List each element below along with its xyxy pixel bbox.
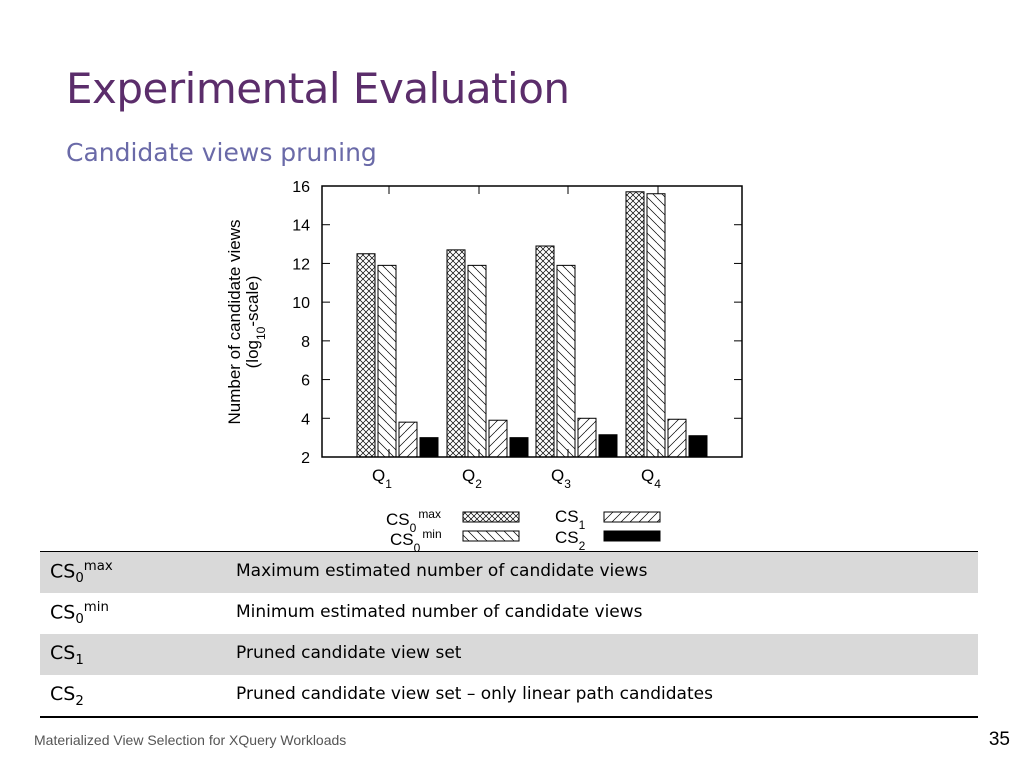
y-tick-label: 6 (301, 373, 310, 390)
y-tick-label: 16 (292, 179, 310, 196)
x-tick-label: Q2 (462, 466, 482, 491)
legend-label-CS0min: CS0min (390, 527, 442, 552)
slide-subtitle: Candidate views pruning (66, 138, 377, 167)
legend-swatch-CS0max (462, 511, 520, 523)
definition-symbol: CS2 (50, 682, 84, 709)
page-number: 35 (988, 729, 1010, 750)
definition-symbol: CS1 (50, 641, 84, 668)
plot-frame (321, 185, 743, 458)
y-axis-label: Number of candidate views (225, 219, 244, 424)
definition-row: CS0min Minimum estimated number of candid… (40, 593, 978, 634)
definition-row: CS1 Pruned candidate view set (40, 634, 978, 675)
candidate-views-chart: 2 4 6 8 10 12 14 16 Q1 Q2 Q3 Q4 Number of candidat… (225, 179, 743, 552)
bar-CS0max-q1 (356, 253, 376, 458)
y-tick-label: 4 (301, 411, 310, 428)
y-tick-label: 2 (301, 450, 310, 467)
slide-title: Experimental Evaluation (66, 64, 570, 113)
bar-CS2-q1 (419, 437, 439, 458)
x-tick-label: Q1 (372, 466, 392, 491)
bar-CS1-q2 (488, 419, 508, 458)
bar-CS0max-q2 (446, 249, 466, 458)
footer-text: Materialized View Selection for XQuery W… (34, 732, 347, 748)
legend-label-CS2: CS2 (555, 528, 586, 552)
legend-swatch-CS2 (603, 530, 661, 542)
definition-row: CS0max Maximum estimated number of candid… (40, 552, 978, 593)
definition-symbol: CS0min (50, 599, 109, 628)
legend-swatch-CS0min (462, 530, 520, 542)
table-bottom-rule (40, 716, 978, 718)
y-tick-label: 8 (301, 334, 310, 351)
bar-CS2-q3 (598, 434, 618, 458)
bar-CS1-q1 (398, 421, 418, 458)
y-axis-label-scale: (log10-scale) (243, 276, 268, 369)
bar-CS0max-q4 (625, 191, 645, 458)
definition-symbol: CS0max (50, 558, 113, 587)
bar-CS0max-q3 (535, 245, 555, 458)
definition-description: Pruned candidate view set – only linear … (236, 683, 713, 704)
bar-CS0min-q2 (467, 264, 487, 458)
definitions-table: CS0max Maximum estimated number of candid… (40, 552, 978, 716)
bar-CS0min-q4 (646, 193, 666, 458)
y-tick-label: 10 (292, 295, 310, 312)
legend-label-CS1: CS1 (555, 507, 586, 532)
y-tick-label: 14 (292, 218, 310, 235)
definition-description: Maximum estimated number of candidate vi… (236, 560, 648, 581)
definition-description: Minimum estimated number of candidate vi… (236, 601, 643, 622)
y-tick-label: 12 (292, 256, 310, 273)
legend-label-CS0max: CS0max (386, 507, 441, 535)
table-top-rule (40, 551, 978, 553)
definition-row: CS2 Pruned candidate view set – only line… (40, 675, 978, 716)
definition-description: Pruned candidate view set (236, 642, 462, 663)
legend-swatch-CS1 (603, 511, 661, 523)
bar-CS1-q3 (577, 417, 597, 458)
bar-CS2-q2 (509, 437, 529, 458)
bar-CS1-q4 (667, 418, 687, 458)
x-tick-label: Q4 (641, 466, 661, 491)
x-tick-label: Q3 (551, 466, 571, 491)
bar-CS0min-q3 (556, 264, 576, 458)
bar-CS2-q4 (688, 435, 708, 458)
bar-CS0min-q1 (377, 264, 397, 458)
